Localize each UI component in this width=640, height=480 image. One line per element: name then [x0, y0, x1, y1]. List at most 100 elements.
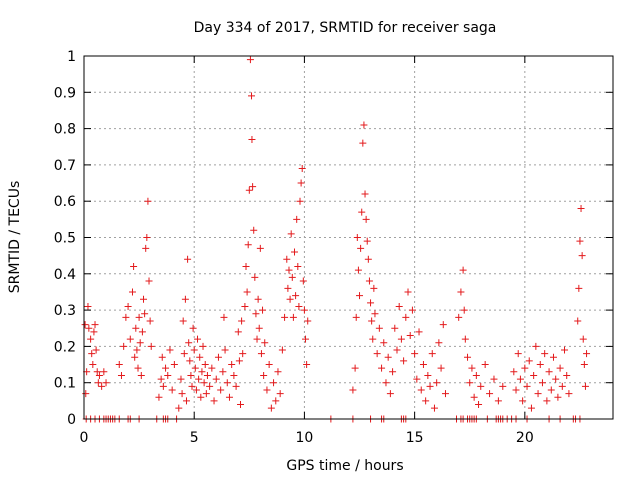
data-point	[581, 382, 589, 390]
data-point	[175, 404, 183, 412]
data-point	[475, 400, 483, 408]
data-point	[288, 273, 296, 281]
data-point	[203, 371, 211, 379]
data-point	[296, 197, 304, 205]
data-point	[286, 295, 294, 303]
data-point	[363, 237, 371, 245]
data-point	[185, 339, 193, 347]
data-point	[220, 313, 228, 321]
data-point	[259, 306, 267, 314]
data-point	[370, 284, 378, 292]
data-point	[168, 386, 176, 394]
data-point	[214, 353, 222, 361]
data-point	[523, 382, 531, 390]
data-point	[260, 371, 268, 379]
data-point	[257, 350, 265, 358]
data-point	[253, 335, 261, 343]
data-point	[89, 361, 97, 369]
data-point	[132, 324, 140, 332]
data-point	[369, 335, 377, 343]
data-point	[580, 361, 588, 369]
data-point	[223, 379, 231, 387]
data-point	[356, 292, 364, 300]
data-point	[283, 255, 291, 263]
data-point	[514, 350, 522, 358]
data-point	[543, 397, 551, 405]
data-point	[303, 361, 311, 369]
data-point	[270, 379, 278, 387]
data-point	[92, 346, 100, 354]
data-point	[391, 324, 399, 332]
data-point	[102, 379, 110, 387]
x-tick-label: 5	[190, 430, 199, 446]
data-point	[558, 382, 566, 390]
y-tick-label: 0.2	[54, 339, 76, 355]
data-point	[192, 386, 200, 394]
data-point	[281, 313, 289, 321]
data-point	[393, 346, 401, 354]
data-point	[424, 371, 432, 379]
data-point	[461, 335, 469, 343]
data-point	[179, 317, 187, 325]
data-point	[415, 328, 423, 336]
data-point	[199, 342, 207, 350]
data-point	[189, 324, 197, 332]
data-point	[155, 393, 163, 401]
data-point	[206, 382, 214, 390]
data-point	[265, 361, 273, 369]
y-tick-label: 0.8	[54, 122, 76, 138]
data-point	[142, 244, 150, 252]
data-point	[365, 277, 373, 285]
data-point	[234, 328, 242, 336]
chart-title: Day 334 of 2017, SRMTID for receiver sag…	[194, 20, 497, 36]
data-point	[545, 368, 553, 376]
data-point	[556, 364, 564, 372]
data-point	[267, 404, 275, 412]
data-point	[408, 306, 416, 314]
y-tick-label: 1	[67, 49, 76, 65]
data-point	[536, 361, 544, 369]
data-point	[294, 263, 302, 271]
data-point	[389, 368, 397, 376]
data-point	[439, 321, 447, 329]
data-point	[578, 252, 586, 260]
data-point	[141, 310, 149, 318]
data-point	[417, 386, 425, 394]
data-point	[98, 382, 106, 390]
data-point	[384, 353, 392, 361]
data-point	[382, 379, 390, 387]
y-tick-label: 0	[67, 412, 76, 428]
data-point	[140, 295, 148, 303]
data-point	[457, 288, 465, 296]
data-point	[82, 390, 90, 398]
data-point	[100, 368, 108, 376]
data-point	[481, 361, 489, 369]
data-point	[274, 368, 282, 376]
data-point	[368, 317, 376, 325]
data-point	[490, 375, 498, 383]
x-axis-label: GPS time / hours	[286, 458, 403, 474]
data-point	[91, 321, 99, 329]
data-point	[397, 335, 405, 343]
data-point	[133, 346, 141, 354]
data-point	[351, 364, 359, 372]
data-point	[212, 375, 220, 383]
data-point	[371, 310, 379, 318]
data-point	[158, 353, 166, 361]
data-point	[249, 183, 257, 191]
data-point	[122, 313, 130, 321]
data-point	[422, 397, 430, 405]
data-point	[228, 361, 236, 369]
data-point	[162, 364, 170, 372]
data-point	[126, 335, 134, 343]
data-point	[244, 241, 252, 249]
data-point	[84, 302, 92, 310]
data-point	[208, 364, 216, 372]
data-point	[143, 234, 151, 241]
data-point	[435, 339, 443, 347]
data-point	[426, 382, 434, 390]
data-point	[254, 295, 262, 303]
data-point	[117, 371, 125, 379]
data-point	[575, 284, 583, 292]
